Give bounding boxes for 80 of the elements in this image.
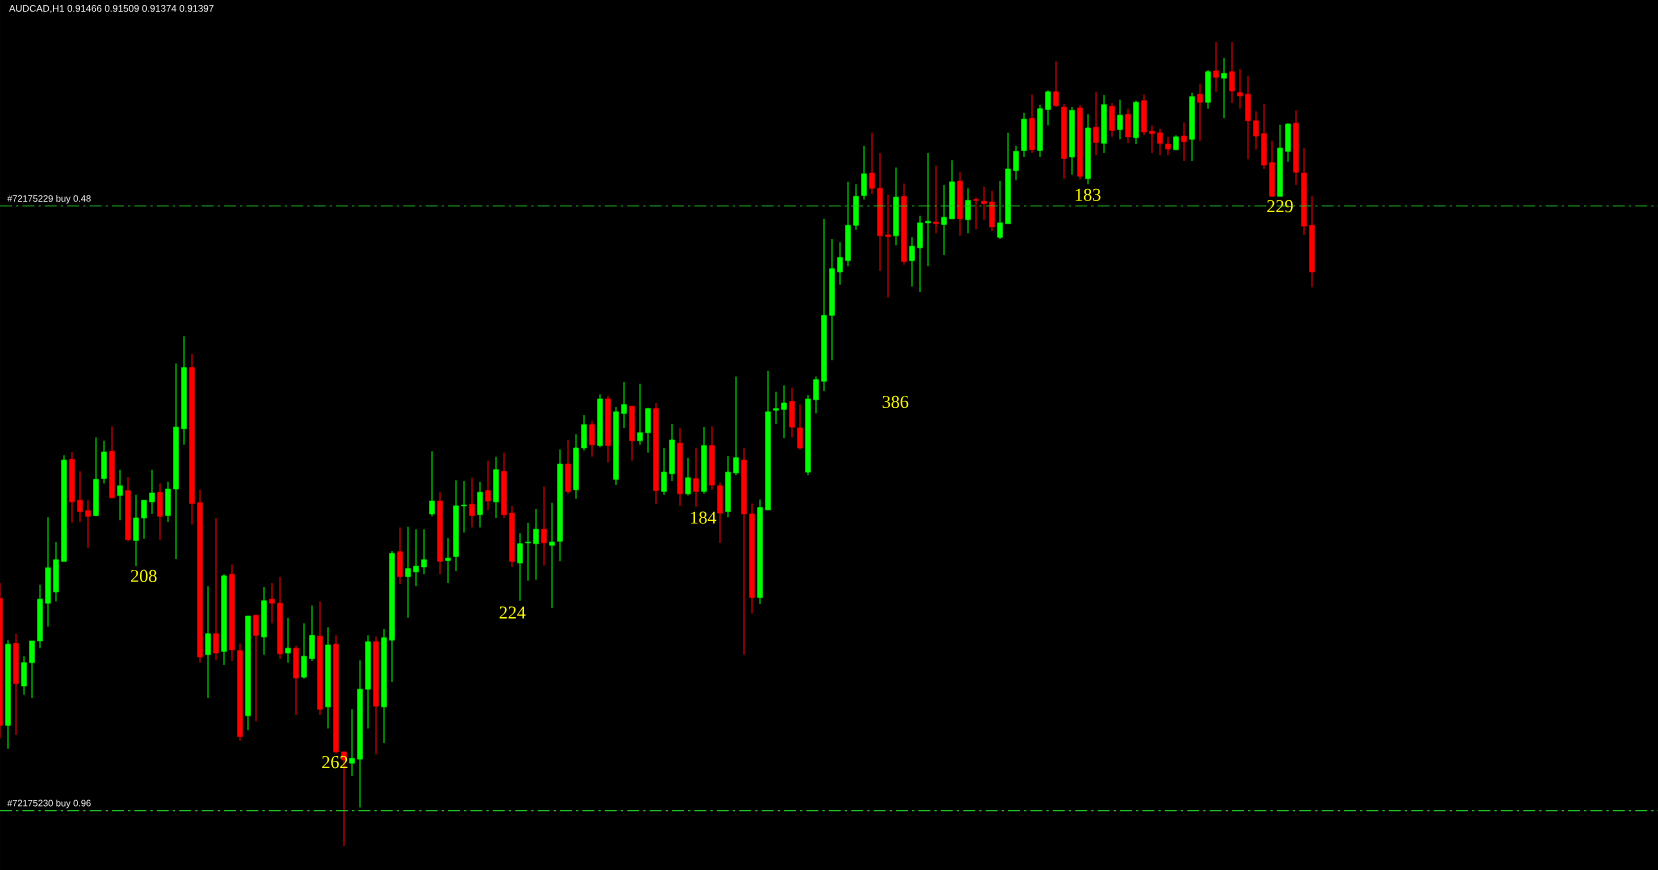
annotation: 184 <box>691 511 717 524</box>
annotation: 183 <box>1075 188 1101 201</box>
candlestick <box>733 375 739 476</box>
candlestick <box>1093 91 1099 156</box>
candlestick <box>869 132 875 195</box>
candlestick <box>205 585 211 699</box>
candlestick <box>29 640 35 699</box>
candlestick <box>885 194 891 299</box>
candlestick <box>533 508 539 581</box>
candlestick <box>461 480 467 533</box>
candlestick <box>445 537 451 584</box>
candlestick <box>269 582 275 624</box>
candlestick <box>85 499 91 549</box>
candlestick <box>253 614 259 722</box>
candlestick <box>981 186 987 221</box>
candlestick <box>973 196 979 230</box>
candlestick <box>421 528 427 575</box>
candlestick <box>1117 99 1123 140</box>
candlestick <box>909 236 915 287</box>
chart-title: AUDCAD,H1 0.91466 0.91509 0.91374 0.91397 <box>9 4 214 13</box>
candlestick <box>1237 68 1243 110</box>
candlestick <box>1213 41 1219 93</box>
candlestick <box>429 450 435 517</box>
candlestick <box>405 526 411 619</box>
candlestick <box>1229 41 1235 104</box>
candlestick <box>1181 121 1187 162</box>
candlestick <box>21 655 27 696</box>
candlestick <box>621 381 627 429</box>
candlestick <box>413 528 419 587</box>
candlestick <box>581 414 587 451</box>
candlestick <box>661 447 667 496</box>
candlestick <box>349 708 355 777</box>
candlestick <box>773 391 779 425</box>
candlestick <box>685 457 691 496</box>
candlestick <box>213 517 219 661</box>
candlestick <box>301 622 307 680</box>
candlestick <box>1221 57 1227 119</box>
annotation: 386 <box>882 395 909 409</box>
candlestick <box>941 184 947 256</box>
candlestick <box>1197 83 1203 142</box>
candlestick <box>485 460 491 511</box>
candlestick <box>77 470 83 523</box>
candlestick <box>525 522 531 582</box>
candlestick <box>285 617 291 664</box>
candlestick <box>1013 145 1019 181</box>
candlestick <box>925 152 931 267</box>
candlestick <box>861 145 867 201</box>
candlestick <box>1149 125 1155 154</box>
candlestick <box>141 499 147 540</box>
candlestick <box>997 180 1003 240</box>
candlestick <box>637 383 643 446</box>
annotation: 208 <box>131 569 157 583</box>
candlestick <box>469 477 475 529</box>
candlestick <box>1157 128 1163 156</box>
annotation: 229 <box>1267 200 1293 213</box>
candlestick <box>933 165 939 234</box>
candlestick <box>813 375 819 414</box>
candlestick <box>549 502 555 609</box>
candlestick <box>1045 89 1051 127</box>
candlestick <box>693 447 699 508</box>
annotation: 224 <box>499 606 526 619</box>
candlestick <box>517 532 523 602</box>
candlestick <box>1165 136 1171 156</box>
ref-line-label: #72175230 buy 0.96 <box>7 799 91 809</box>
candlestick <box>477 481 483 529</box>
candlestick <box>589 420 595 458</box>
candlestick <box>1253 110 1259 151</box>
candlestick <box>781 384 787 439</box>
candlestick <box>309 605 315 662</box>
ref-line-label: #72175229 buy 0.48 <box>7 195 91 204</box>
candlestick <box>117 469 123 521</box>
candlestick <box>1125 108 1131 144</box>
candlestick <box>541 486 547 566</box>
annotation: 262 <box>322 756 348 769</box>
candlestick <box>837 241 843 286</box>
candlestick <box>149 469 155 515</box>
candlestick <box>965 187 971 234</box>
candlestick <box>797 404 803 451</box>
candlestick <box>133 494 139 567</box>
candlestick <box>1053 60 1059 108</box>
